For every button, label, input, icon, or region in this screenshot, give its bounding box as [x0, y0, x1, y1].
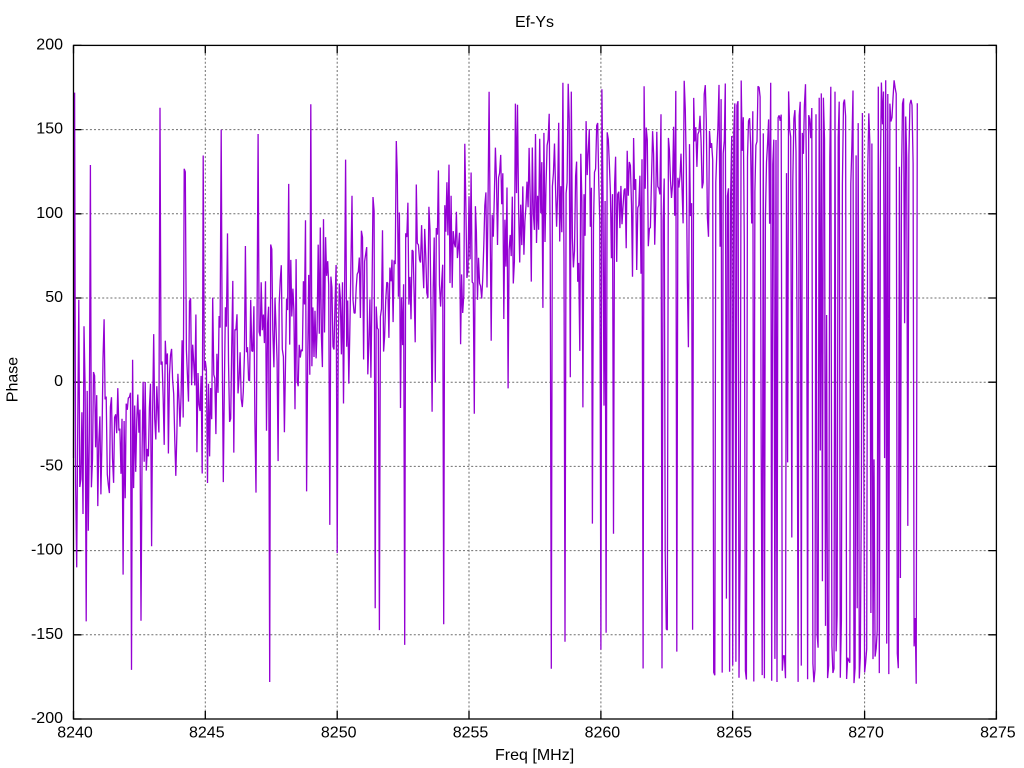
svg-text:8270: 8270: [848, 725, 884, 742]
svg-text:8275: 8275: [980, 725, 1016, 742]
svg-text:8240: 8240: [57, 725, 93, 742]
svg-text:-200: -200: [31, 710, 63, 727]
svg-text:Freq [MHz]: Freq [MHz]: [495, 747, 574, 764]
svg-text:-150: -150: [31, 626, 63, 643]
svg-text:200: 200: [36, 36, 63, 53]
svg-text:8260: 8260: [585, 725, 621, 742]
svg-text:100: 100: [36, 205, 63, 222]
svg-text:50: 50: [45, 289, 63, 306]
svg-text:8265: 8265: [716, 725, 752, 742]
svg-text:150: 150: [36, 121, 63, 138]
svg-text:8255: 8255: [453, 725, 489, 742]
svg-text:8245: 8245: [189, 725, 225, 742]
svg-text:0: 0: [54, 373, 63, 390]
svg-text:-100: -100: [31, 542, 63, 559]
svg-text:Ef-Ys: Ef-Ys: [515, 14, 554, 31]
svg-text:-50: -50: [40, 457, 63, 474]
svg-text:Phase: Phase: [5, 357, 22, 402]
svg-text:8250: 8250: [321, 725, 357, 742]
